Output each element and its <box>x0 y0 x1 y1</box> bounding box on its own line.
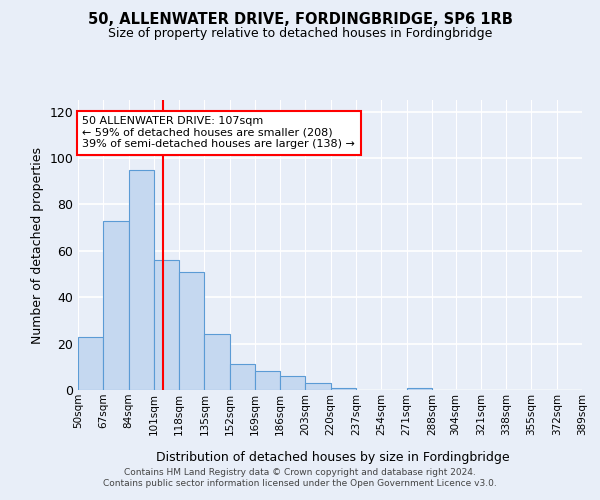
Y-axis label: Number of detached properties: Number of detached properties <box>31 146 44 344</box>
Bar <box>230 364 255 390</box>
Text: 50 ALLENWATER DRIVE: 107sqm
← 59% of detached houses are smaller (208)
39% of se: 50 ALLENWATER DRIVE: 107sqm ← 59% of det… <box>82 116 355 150</box>
Bar <box>331 388 356 390</box>
Bar <box>78 336 103 390</box>
Text: Contains HM Land Registry data © Crown copyright and database right 2024.
Contai: Contains HM Land Registry data © Crown c… <box>103 468 497 487</box>
Bar <box>255 372 280 390</box>
Text: Distribution of detached houses by size in Fordingbridge: Distribution of detached houses by size … <box>156 451 510 464</box>
Bar <box>205 334 230 390</box>
Bar <box>280 376 305 390</box>
Bar <box>154 260 179 390</box>
Bar <box>179 272 205 390</box>
Text: Size of property relative to detached houses in Fordingbridge: Size of property relative to detached ho… <box>108 28 492 40</box>
Text: 50, ALLENWATER DRIVE, FORDINGBRIDGE, SP6 1RB: 50, ALLENWATER DRIVE, FORDINGBRIDGE, SP6… <box>88 12 512 28</box>
Bar <box>407 388 432 390</box>
Bar <box>128 170 154 390</box>
Bar <box>103 220 128 390</box>
Bar <box>305 383 331 390</box>
